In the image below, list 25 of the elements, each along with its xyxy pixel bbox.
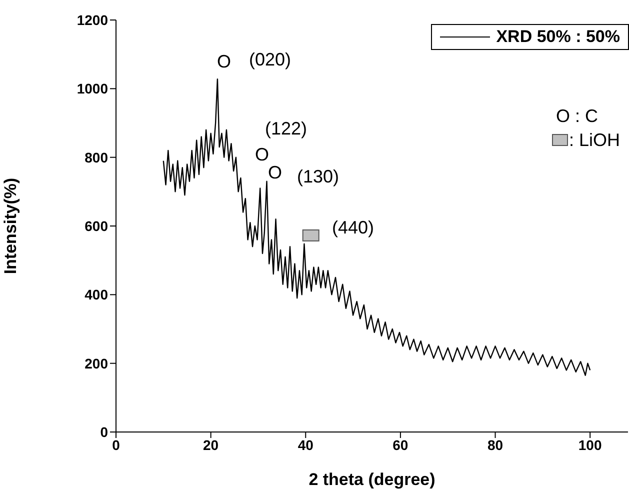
annotation: : LiOH: [569, 129, 620, 152]
x-tick-label: 20: [203, 436, 219, 453]
y-tick-label: 800: [84, 149, 108, 166]
annotation: O: [254, 144, 270, 166]
y-tick-label: 200: [84, 355, 108, 372]
y-tick-label: 1200: [76, 12, 108, 28]
x-tick-label: 100: [578, 436, 602, 453]
annotation: (122): [264, 118, 308, 140]
annotation: (020): [248, 50, 292, 70]
x-tick-label: 0: [112, 436, 120, 453]
x-axis-title: 2 theta (degree): [308, 470, 436, 489]
y-tick-label: 600: [84, 218, 108, 234]
y-tick-label: 400: [84, 286, 108, 303]
annotation: O: [268, 162, 282, 184]
y-axis-title: Intensity(%): [1, 178, 20, 274]
x-tick-label: 40: [298, 436, 314, 453]
annotation: O: [216, 52, 232, 72]
y-tick-label: 0: [100, 424, 108, 440]
annotation: (440): [332, 218, 374, 238]
annotation: (130): [296, 166, 340, 188]
annotation: O : C: [556, 105, 598, 128]
legend-label: XRD 50% : 50%: [496, 27, 620, 47]
y-tick-label: 1000: [76, 80, 108, 97]
x-tick-label: 60: [392, 436, 408, 453]
x-tick-label: 80: [487, 436, 504, 453]
